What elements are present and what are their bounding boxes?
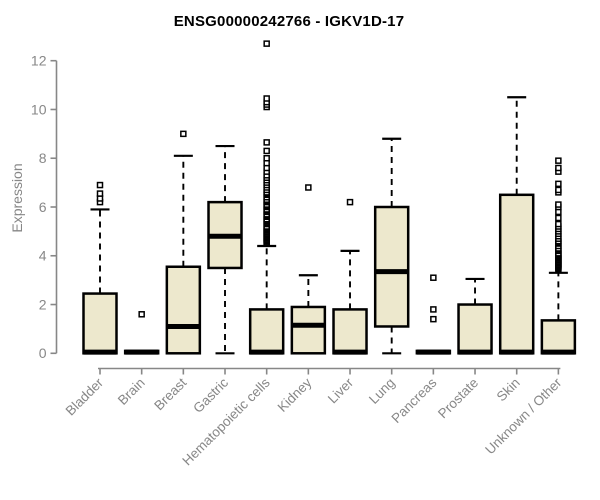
outliers-breast xyxy=(180,130,187,138)
y-tick-label: 12 xyxy=(31,53,47,69)
x-tick-label-bladder: Bladder xyxy=(63,375,107,419)
outliers-unknown-other xyxy=(555,157,562,273)
x-tick-label-breast: Breast xyxy=(151,375,189,413)
y-axis: 0 2 4 6 8 10 12 xyxy=(31,53,58,361)
box-breast xyxy=(165,130,202,355)
y-tick-label: 4 xyxy=(39,248,47,264)
outliers-kidney xyxy=(305,184,312,191)
x-tick-label-pancreas: Pancreas xyxy=(389,375,440,426)
y-tick-label: 10 xyxy=(31,101,47,117)
outliers-pancreas xyxy=(430,274,437,323)
box-kidney xyxy=(290,184,327,355)
x-tick-label-unknown-other: Unknown / Other xyxy=(482,375,565,458)
y-tick-label: 2 xyxy=(39,296,47,312)
y-tick-label: 6 xyxy=(39,199,47,215)
outliers-hematopoietic-cells xyxy=(263,40,270,247)
box-prostate xyxy=(457,277,493,355)
y-tick-label: 8 xyxy=(39,150,47,166)
box-unknown-other xyxy=(540,157,577,355)
box-bladder xyxy=(82,181,118,355)
outliers-liver xyxy=(346,198,354,206)
x-tick-label-skin: Skin xyxy=(494,375,523,404)
y-tick-label: 0 xyxy=(39,345,47,361)
outliers-bladder xyxy=(96,181,104,206)
chart-title: ENSG00000242766 - IGKV1D-17 xyxy=(173,13,405,30)
box-lung xyxy=(373,137,410,355)
x-tick-label-gastric: Gastric xyxy=(190,375,231,416)
x-tick-label-prostate: Prostate xyxy=(435,375,481,421)
box-skin xyxy=(498,96,535,355)
box-liver xyxy=(332,198,368,355)
x-tick-label-brain: Brain xyxy=(115,375,148,408)
box-pancreas xyxy=(415,274,452,355)
outliers-brain xyxy=(138,311,145,318)
box-gastric xyxy=(207,144,243,355)
x-tick-label-lung: Lung xyxy=(366,375,398,407)
box-brain xyxy=(123,311,160,355)
x-tick-label-liver: Liver xyxy=(325,375,357,407)
box-hematopoietic-cells xyxy=(248,40,285,355)
x-tick-label-kidney: Kidney xyxy=(275,375,315,415)
